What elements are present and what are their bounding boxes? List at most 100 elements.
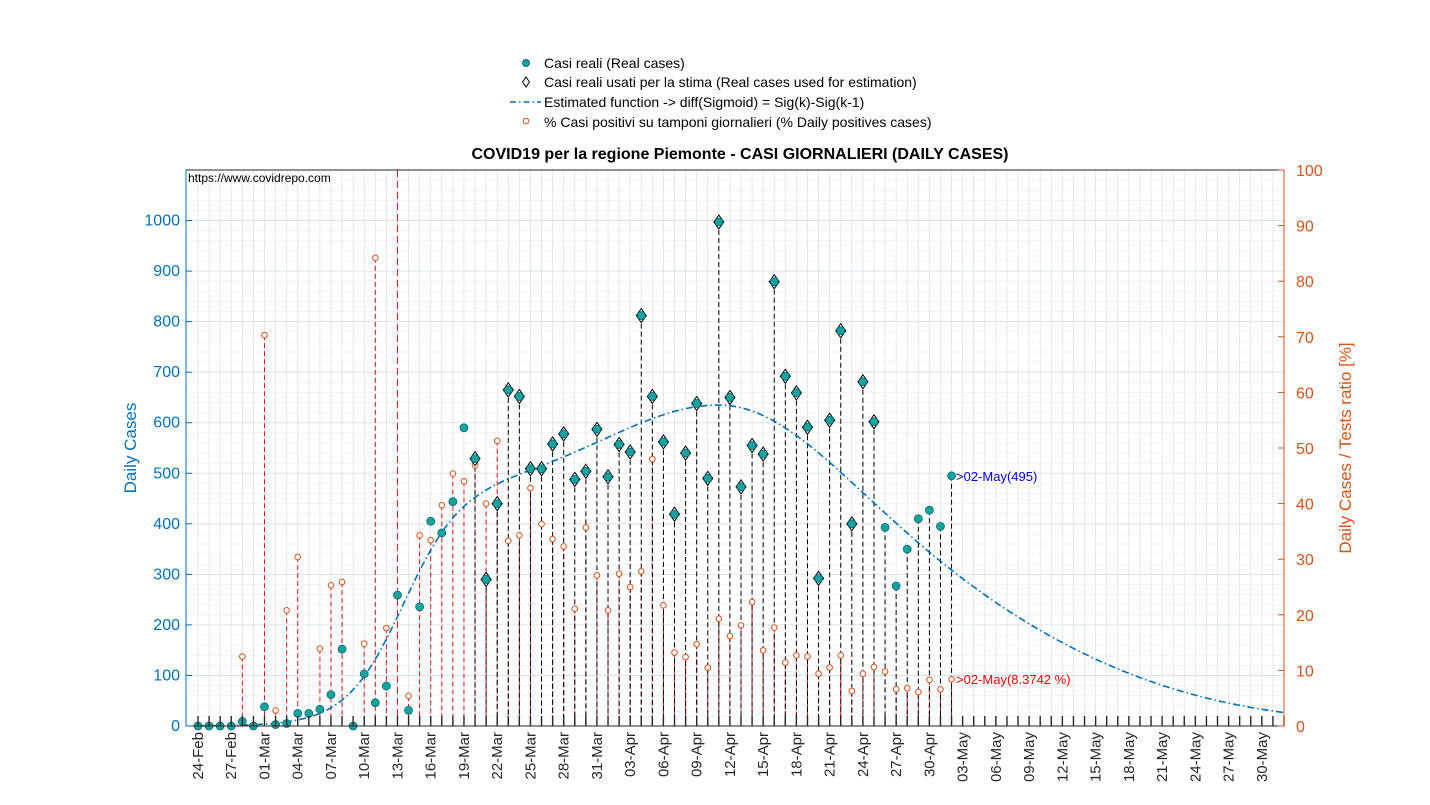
case-point [936, 521, 945, 531]
x-tick-label: 03-Apr [622, 732, 639, 777]
case-point [514, 392, 524, 401]
case-point [758, 449, 768, 459]
case-point [891, 581, 901, 591]
ratio-point [360, 640, 368, 648]
x-tick-label: 27-Apr [888, 732, 905, 777]
case-point [947, 471, 956, 481]
case-point [625, 447, 635, 457]
case-point [924, 505, 934, 515]
x-tick-label: 30-May [1254, 732, 1271, 783]
case-point [526, 464, 535, 474]
y-right-tick-label: 30 [1296, 552, 1314, 569]
y-right-tick-label: 40 [1296, 497, 1314, 514]
legend: Casi reali (Real cases) Casi reali usati… [510, 55, 931, 130]
y-left-tick-label: 600 [153, 415, 180, 432]
case-point [792, 388, 801, 398]
x-tick-label: 12-Apr [722, 732, 739, 777]
y-right-tick-label: 70 [1296, 330, 1314, 347]
y-right-tick-label: 90 [1296, 219, 1314, 236]
ratio-point [560, 543, 567, 550]
x-tick-label: 06-May [988, 732, 1005, 783]
ratio-point [649, 455, 656, 463]
watermark-url: https://www.covidrepo.com [188, 171, 331, 185]
x-tick-label: 16-Mar [423, 732, 440, 780]
case-point [581, 466, 591, 476]
x-tick-label: 27-Feb [223, 732, 240, 780]
ratio-point [926, 676, 933, 684]
ratio-point [283, 607, 290, 614]
annotation-cases-last: >02-May(495) [956, 469, 1037, 484]
case-point [426, 516, 436, 526]
case-point [803, 422, 812, 432]
ratio-point [726, 632, 734, 640]
ratio-point [737, 622, 745, 629]
x-tick-label: 24-May [1187, 732, 1204, 783]
ratio-point [538, 520, 545, 528]
x-tick-label: 04-Mar [290, 732, 307, 780]
case-point [503, 385, 513, 395]
x-tick-label: 12-May [1054, 732, 1071, 783]
ratio-point [892, 686, 900, 693]
ratio-point [671, 649, 678, 656]
ratio-point [504, 537, 512, 545]
case-point [780, 371, 790, 381]
ratio-point [405, 692, 412, 700]
ratio-point [338, 578, 346, 586]
x-tick-label: 15-May [1088, 732, 1105, 783]
case-point [725, 393, 735, 402]
ratio-point [881, 668, 889, 675]
ratio-point [527, 484, 534, 492]
chart-title: COVID19 per la regione Piemonte - CASI G… [472, 146, 1009, 163]
y-right-tick-label: 100 [1296, 163, 1323, 180]
ratio-point [272, 707, 279, 714]
ratio-point [859, 670, 867, 678]
x-tick-label: 01-Mar [256, 732, 273, 780]
case-point [858, 377, 868, 387]
ratio-point [516, 531, 523, 539]
ratio-point [261, 331, 268, 339]
x-tick-label: 13-Mar [389, 732, 406, 780]
legend-entry-estimation-cases: Casi reali usati per la stima (Real case… [544, 74, 917, 90]
ratio-point [460, 478, 468, 485]
y-axis-left-label: Daily Cases [121, 403, 140, 494]
x-tick-label: 31-Mar [589, 732, 606, 780]
case-point [714, 217, 724, 227]
ratio-point [438, 501, 446, 509]
case-point [326, 690, 336, 700]
case-point [603, 472, 613, 482]
x-tick-label: 24-Feb [190, 732, 207, 780]
case-point [437, 528, 447, 538]
ratio-point [704, 664, 712, 671]
y-left-tick-label: 500 [153, 465, 180, 482]
case-point [747, 441, 757, 450]
case-point [548, 439, 558, 449]
ratio-point [837, 652, 845, 659]
case-point [659, 437, 668, 447]
x-tick-label: 18-May [1121, 732, 1138, 783]
case-point [880, 522, 890, 532]
case-point [703, 473, 713, 483]
x-tick-label: 07-Mar [323, 732, 340, 780]
y-right-tick-label: 60 [1296, 385, 1314, 402]
x-tick-label: 30-Apr [921, 732, 938, 777]
y-left-tick-label: 0 [171, 718, 180, 735]
ratio-point [604, 607, 612, 614]
ratio-point [815, 670, 822, 678]
y-left-tick-label: 1000 [144, 213, 180, 230]
y-left-tick-label: 400 [153, 516, 180, 533]
case-point [359, 669, 369, 679]
ratio-point [715, 615, 723, 622]
case-point [260, 702, 269, 712]
case-point [415, 602, 425, 612]
ratio-point [327, 582, 335, 589]
ratio-point [593, 572, 601, 579]
y-right-tick-label: 0 [1296, 719, 1305, 736]
x-tick-label: 15-Apr [755, 732, 772, 777]
case-point [769, 277, 779, 287]
ratio-point [427, 536, 435, 544]
y-left-tick-label: 900 [153, 263, 180, 280]
case-point [636, 311, 646, 320]
ratio-point [372, 254, 379, 262]
